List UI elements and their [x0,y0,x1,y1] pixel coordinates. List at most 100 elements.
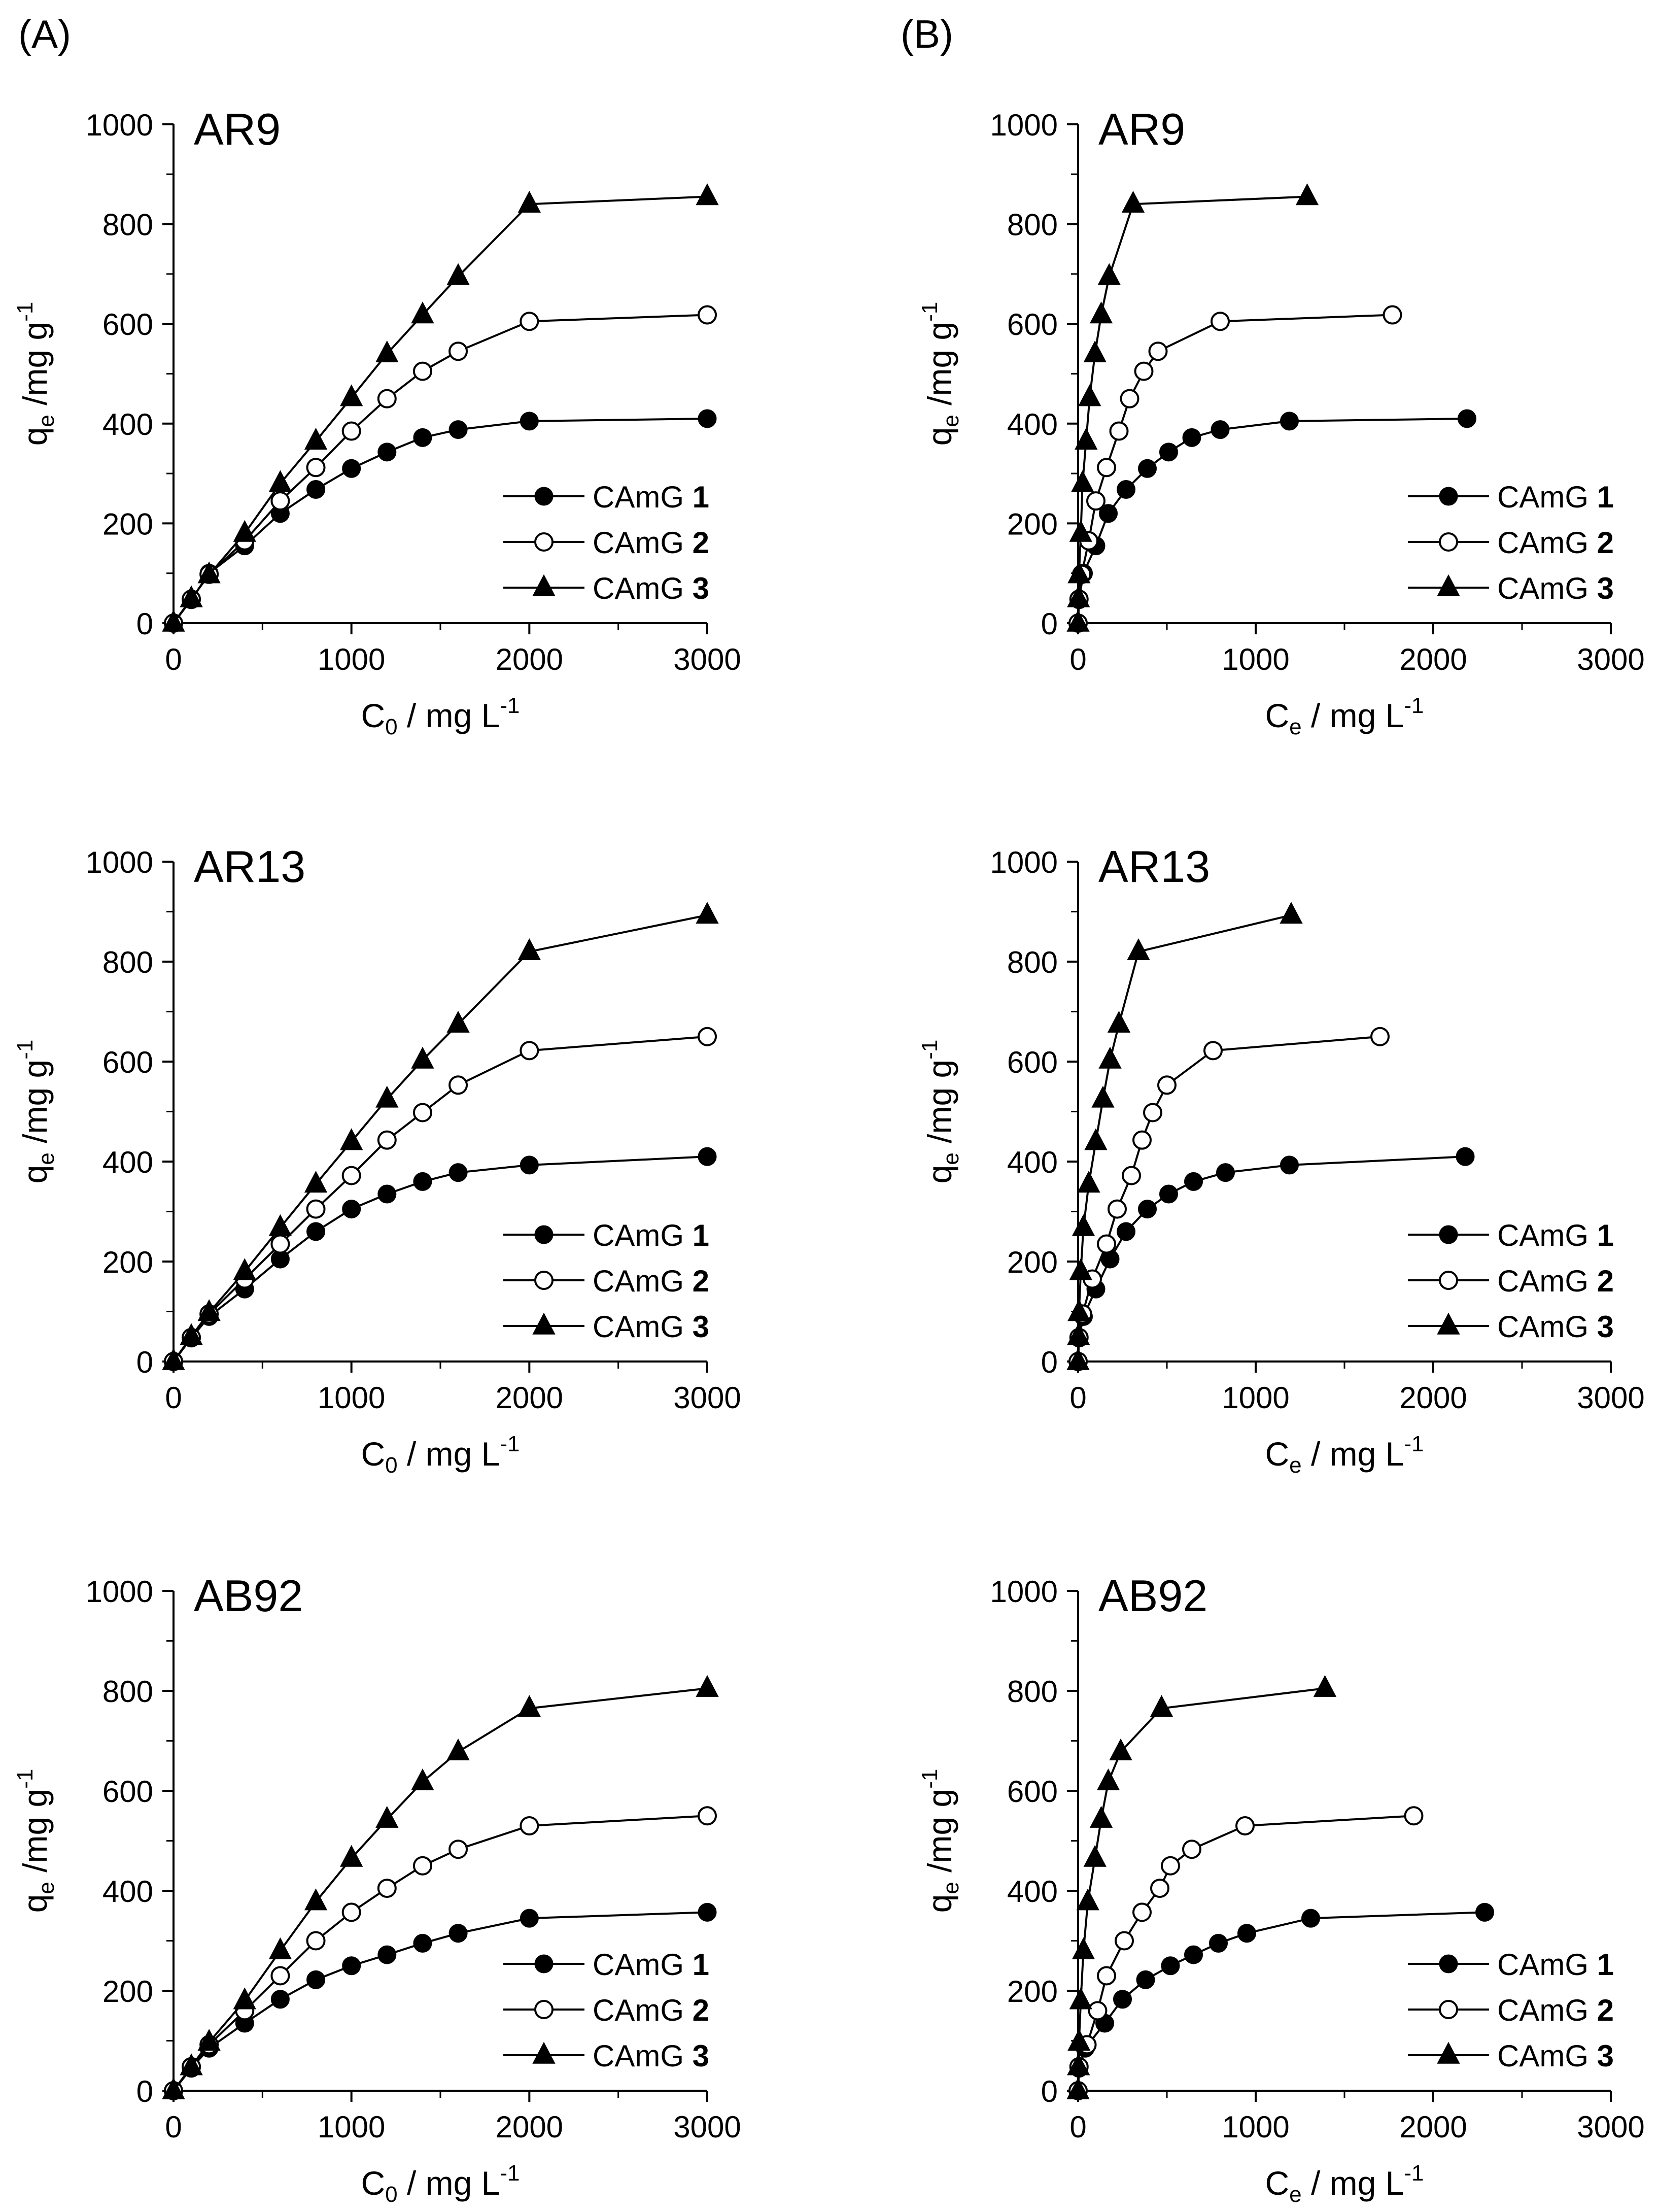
legend-label: CAmG 2 [593,526,709,560]
legend: CAmG 1 CAmG 2 CAmG 3 [1408,1948,1614,2073]
data-point [1072,1937,1095,1959]
series-camg-3 [162,1675,719,2099]
y-tick-label: 0 [136,1345,153,1379]
data-point [304,1171,328,1193]
legend-marker [534,1225,554,1244]
chart-a-ar13: 0 200 400 600 800 1000 0 1000 2000 3000 AR13 qe /mg… [13,841,741,1478]
data-point [1456,1147,1475,1166]
data-point [162,1348,185,1370]
legend-label: CAmG 2 [1497,1264,1614,1298]
y-tick-label: 200 [1007,1245,1058,1279]
data-point [1313,1675,1337,1697]
data-point [1066,609,1090,632]
series-line [1077,1911,1485,2091]
data-point [306,1222,326,1241]
data-point [1120,389,1139,409]
data-point [411,1046,434,1069]
data-point [1066,2077,1090,2099]
data-point [1067,1299,1091,1321]
series-camg-3 [1066,902,1303,1370]
data-point [375,340,399,362]
data-point [197,2029,221,2051]
data-point [698,1902,717,1922]
data-point [411,1768,434,1791]
x-tick-label: 1000 [1222,642,1289,676]
chart-b-ar13: 0 200 400 600 800 1000 0 1000 2000 3000 AR13 qe /mg… [917,841,1645,1478]
legend-marker [532,2041,556,2064]
data-point [520,1041,539,1061]
y-tick-label: 800 [1007,945,1058,979]
data-point [1075,427,1098,450]
data-point [1099,504,1118,523]
data-point [1475,1902,1494,1922]
series-line [1077,195,1307,624]
data-point [448,1163,468,1182]
chart-a-ab92: 0 200 400 600 800 1000 0 1000 2000 3000 AB92 qe /mg… [13,1571,741,2207]
data-point [1184,1945,1203,1964]
data-point [696,902,719,924]
chart-b-ab92: 0 200 400 600 800 1000 0 1000 2000 3000 AB92 qe /mg… [917,1571,1645,2207]
data-point [446,1010,470,1033]
data-point [1083,340,1107,362]
data-point [1069,1258,1092,1280]
legend-label: CAmG 2 [1497,526,1614,560]
data-point [698,305,717,325]
chart-title: AR9 [194,104,281,154]
data-point [1182,1840,1201,1859]
x-tick-label: 3000 [673,1381,741,1415]
legend-marker [534,1271,554,1290]
data-point [340,1845,363,1867]
y-tick-label: 400 [102,1145,153,1179]
legend-marker [1437,2041,1460,2064]
data-point [448,1924,468,1943]
data-point [162,609,185,632]
data-point [268,1214,292,1236]
y-tick-label: 1000 [990,108,1058,142]
x-tick-label: 2000 [496,2110,563,2144]
data-point [233,1987,256,2010]
data-point [1107,1010,1131,1033]
chart-title: AR13 [194,841,305,892]
data-point [341,1902,361,1922]
data-point [696,1675,719,1697]
data-point [233,1258,256,1280]
data-point [1076,1888,1099,1911]
data-point [1071,470,1094,492]
data-point [698,1027,717,1046]
x-tick-label: 3000 [1577,1381,1644,1415]
x-tick-label: 2000 [496,642,563,676]
y-tick-label: 600 [102,1045,153,1079]
legend-marker [1439,2000,1458,2019]
data-point [1113,1990,1132,2009]
data-point [1072,1214,1095,1236]
data-point [1159,443,1178,462]
y-axis-label: qe /mg g-1 [917,1769,963,1913]
y-tick-label: 0 [136,2074,153,2108]
y-tick-label: 200 [102,1975,153,2009]
y-tick-label: 600 [102,1775,153,1809]
data-point [1067,1323,1090,1345]
data-point [342,1956,361,1976]
x-tick-label: 1000 [318,2110,385,2144]
data-point [1159,1184,1178,1204]
data-point [1109,1738,1132,1760]
chart-a-ar9: 0 200 400 600 800 1000 0 1000 2000 3000 AR9 qe /mg … [13,104,741,739]
x-tick-label: 1000 [1222,2110,1289,2144]
legend-label: CAmG 3 [1497,1310,1614,1344]
data-point [413,428,432,447]
data-point [377,1130,397,1150]
series-line [1077,1155,1466,1362]
legend-label: CAmG 1 [1497,1948,1614,1982]
data-point [197,561,221,584]
series-camg-3 [162,902,719,1370]
series-camg-1 [1068,1902,1494,2100]
series-line [1077,314,1393,624]
data-point [1134,361,1154,381]
data-point [698,1147,717,1166]
data-point [412,1103,432,1122]
x-tick-label: 0 [165,1381,182,1415]
data-point [180,585,203,607]
data-point [1235,1816,1255,1835]
legend-label: CAmG 1 [1497,1218,1614,1252]
data-point [1132,1130,1152,1150]
